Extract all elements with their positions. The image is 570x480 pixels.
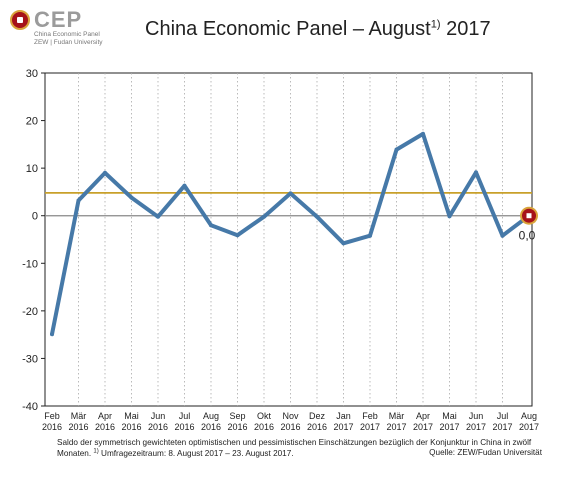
y-tick-label: 30 <box>26 68 38 80</box>
x-tick-label-year: 2016 <box>95 422 115 432</box>
x-tick-label-year: 2017 <box>519 422 539 432</box>
data-point <box>235 233 240 238</box>
x-tick-label-year: 2016 <box>280 422 300 432</box>
x-tick-label-year: 2017 <box>492 422 512 432</box>
logo-subtitle-2: ZEW | Fudan University <box>34 39 103 46</box>
data-point <box>288 191 293 196</box>
footnote: Saldo der symmetrisch gewichteten optimi… <box>57 437 547 459</box>
x-tick-label-year: 2017 <box>466 422 486 432</box>
x-tick-label-month: Apr <box>98 411 112 421</box>
x-tick-label-year: 2016 <box>227 422 247 432</box>
x-tick-label-month: Mai <box>442 411 457 421</box>
x-tick-label-year: 2017 <box>413 422 433 432</box>
data-point <box>500 233 505 238</box>
x-tick-label-year: 2016 <box>148 422 168 432</box>
chart-title: China Economic Panel – August1) 2017 <box>145 18 491 41</box>
x-tick-label-year: 2016 <box>174 422 194 432</box>
x-tick-label-month: Mär <box>389 411 405 421</box>
x-tick-label-month: Feb <box>44 411 60 421</box>
y-tick-label: -20 <box>22 306 38 318</box>
x-tick-label-month: Jun <box>151 411 166 421</box>
title-main: China Economic Panel – August <box>145 18 431 40</box>
data-point <box>76 198 81 203</box>
data-point <box>262 214 266 219</box>
data-point <box>182 183 187 188</box>
data-point <box>156 214 160 219</box>
y-tick-label: 0 <box>32 211 38 223</box>
data-point <box>447 214 452 219</box>
x-tick-label-month: Okt <box>257 411 272 421</box>
x-tick-label-year: 2016 <box>307 422 327 432</box>
footnote-text-1: Saldo der symmetrisch gewichteten optimi… <box>57 438 532 458</box>
x-tick-label-month: Sep <box>229 411 245 421</box>
x-tick-label-month: Aug <box>203 411 219 421</box>
x-tick-label-year: 2016 <box>42 422 62 432</box>
data-point <box>315 214 319 219</box>
y-tick-label: 10 <box>26 163 38 175</box>
logo-text: CEP <box>34 7 83 32</box>
data-point <box>474 170 478 175</box>
footnote-mark: 1) <box>93 448 99 455</box>
source-note: Quelle: ZEW/Fudan Universität <box>429 448 542 457</box>
data-point <box>368 233 372 238</box>
x-tick-label-month: Apr <box>416 411 430 421</box>
data-point <box>209 223 213 228</box>
last-point-marker-center <box>526 213 532 219</box>
y-tick-label: -40 <box>22 401 38 413</box>
logo-subtitle-1: China Economic Panel <box>34 31 100 38</box>
x-tick-label-month: Jul <box>179 411 191 421</box>
x-tick-label-year: 2016 <box>201 422 221 432</box>
x-tick-label-year: 2016 <box>121 422 141 432</box>
x-tick-label-year: 2016 <box>254 422 274 432</box>
x-tick-label-year: 2017 <box>333 422 353 432</box>
x-tick-label-year: 2017 <box>386 422 406 432</box>
title-footnote-mark: 1) <box>430 18 441 31</box>
x-tick-label-month: Jan <box>336 411 351 421</box>
cep-logo: CEP China Economic Panel ZEW | Fudan Uni… <box>10 7 120 54</box>
data-point <box>394 147 399 152</box>
title-year: 2017 <box>446 18 491 40</box>
x-tick-label-month: Feb <box>362 411 378 421</box>
x-tick-label-month: Dez <box>309 411 326 421</box>
data-point <box>103 170 107 175</box>
x-tick-label-year: 2017 <box>360 422 380 432</box>
plot-frame <box>44 72 533 407</box>
x-tick-label-month: Jul <box>497 411 509 421</box>
footnote-text-2: Umfragezeitraum: 8. August 2017 – 23. Au… <box>98 449 294 458</box>
x-tick-label-month: Nov <box>282 411 299 421</box>
x-tick-label-year: 2016 <box>68 422 88 432</box>
x-tick-label-month: Jun <box>469 411 484 421</box>
data-point <box>50 332 54 337</box>
y-tick-label: -10 <box>22 258 38 270</box>
x-tick-label-year: 2017 <box>439 422 459 432</box>
data-point <box>341 241 346 246</box>
data-point <box>129 195 134 200</box>
y-tick-label: 20 <box>26 116 38 128</box>
x-tick-label-month: Aug <box>521 411 537 421</box>
cep-logo-icon <box>10 10 30 30</box>
y-tick-label: -30 <box>22 353 38 365</box>
last-point-label: 0,0 <box>519 229 536 243</box>
x-tick-label-month: Mär <box>71 411 87 421</box>
data-point <box>421 131 425 136</box>
x-tick-label-month: Mai <box>124 411 139 421</box>
